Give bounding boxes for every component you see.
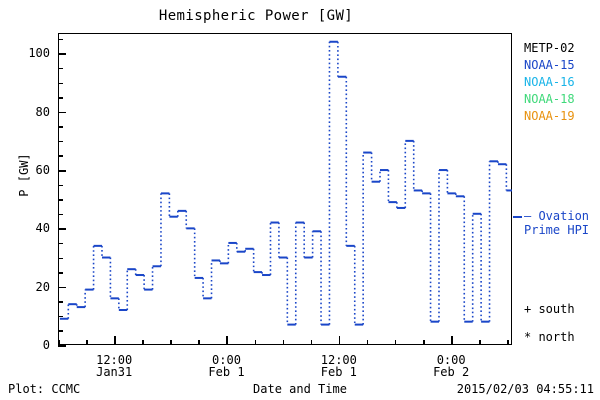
plot-frame xyxy=(58,33,512,345)
y-tick xyxy=(58,38,63,41)
x-tick-label: 12:00 Jan31 xyxy=(96,354,132,378)
y-tick xyxy=(58,242,63,245)
y-tick xyxy=(58,330,63,332)
x-tick xyxy=(226,336,228,345)
y-tick xyxy=(58,199,63,201)
y-tick-label: 40 xyxy=(35,221,50,236)
legend-markers: + south * north xyxy=(524,295,600,351)
x-tick xyxy=(254,340,257,345)
y-tick-label: 80 xyxy=(35,104,50,119)
x-tick xyxy=(423,340,425,345)
x-tick xyxy=(198,340,200,345)
legend-item-noaa-15[interactable]: NOAA-15 xyxy=(524,58,575,72)
x-tick xyxy=(142,340,144,345)
legend-satellites: METP-02 NOAA-15 NOAA-16 NOAA-18 NOAA-19 xyxy=(524,40,600,125)
x-tick xyxy=(310,340,313,345)
y-tick xyxy=(58,228,66,230)
x-tick xyxy=(507,340,509,345)
y-tick xyxy=(58,126,63,128)
legend-item-noaa-18[interactable]: NOAA-18 xyxy=(524,92,575,106)
x-tick-date: Feb 1 xyxy=(208,365,245,379)
legend-ovation-line2: Prime HPI xyxy=(524,223,590,237)
x-tick xyxy=(282,340,285,345)
y-tick xyxy=(58,170,66,172)
x-tick-time: 12:00 xyxy=(320,353,357,367)
x-tick-time: 0:00 xyxy=(212,353,241,367)
y-axis-labels: P [GW] 0 20 40 60 80 100 xyxy=(0,0,50,400)
x-tick-date: Jan31 xyxy=(96,365,133,379)
y-tick-label: 60 xyxy=(35,163,50,178)
x-tick xyxy=(451,336,453,345)
plot-canvas xyxy=(59,40,512,326)
legend-ovation-line1: — Ovation xyxy=(524,209,590,223)
x-axis-labels: 12:00 Jan31 0:00 Feb 1 12:00 Feb 1 0:00 Feb 2 xyxy=(0,350,600,380)
y-tick-marks xyxy=(58,33,512,347)
legend-marker-south: + south xyxy=(524,302,575,316)
y-tick xyxy=(58,184,63,187)
y-tick xyxy=(58,301,63,303)
y-tick xyxy=(58,315,63,318)
series-noaa15-line xyxy=(59,40,512,326)
x-tick xyxy=(170,340,172,345)
x-tick-date: Feb 1 xyxy=(320,365,357,379)
y-tick-label: 0 xyxy=(42,338,50,352)
y-tick-label: 100 xyxy=(28,46,50,61)
x-tick xyxy=(114,336,116,345)
y-tick xyxy=(58,82,63,85)
y-tick xyxy=(58,257,63,260)
legend-item-noaa-16[interactable]: NOAA-16 xyxy=(524,75,575,89)
footer-plot-source: Plot: CCMC xyxy=(8,382,81,396)
ovation-line-sample-icon xyxy=(513,216,522,218)
x-tick xyxy=(366,340,369,345)
x-tick xyxy=(394,340,397,345)
x-tick-date: Feb 2 xyxy=(433,365,470,379)
y-tick xyxy=(58,286,66,289)
legend-marker-north: * north xyxy=(524,330,575,344)
y-tick xyxy=(58,213,63,216)
x-tick-label: 0:00 Feb 2 xyxy=(433,354,469,378)
x-tick xyxy=(338,336,341,345)
x-tick-time: 12:00 xyxy=(96,353,133,367)
x-tick-time: 0:00 xyxy=(436,353,466,367)
y-tick xyxy=(58,67,63,70)
y-tick xyxy=(58,111,66,114)
x-tick xyxy=(86,340,88,345)
legend-item-noaa-19[interactable]: NOAA-19 xyxy=(524,109,575,123)
y-tick xyxy=(58,345,66,347)
y-tick xyxy=(58,140,63,143)
legend-item-metp-02[interactable]: METP-02 xyxy=(524,41,575,55)
y-tick xyxy=(58,97,63,99)
x-tick-label: 12:00 Feb 1 xyxy=(321,354,357,378)
legend-ovation-prime-hpi: — Ovation Prime HPI xyxy=(524,209,600,237)
y-tick-label: 20 xyxy=(35,279,50,294)
x-axis-title: Date and Time xyxy=(253,382,347,396)
x-tick-label: 0:00 Feb 1 xyxy=(208,354,244,378)
x-tick xyxy=(479,340,481,345)
y-tick xyxy=(58,272,63,274)
footer-timestamp: 2015/02/03 04:55:11 xyxy=(456,382,594,396)
y-tick xyxy=(58,53,66,55)
x-tick xyxy=(58,340,60,345)
page-title: Hemispheric Power [GW] xyxy=(158,8,354,24)
y-tick xyxy=(58,155,63,157)
